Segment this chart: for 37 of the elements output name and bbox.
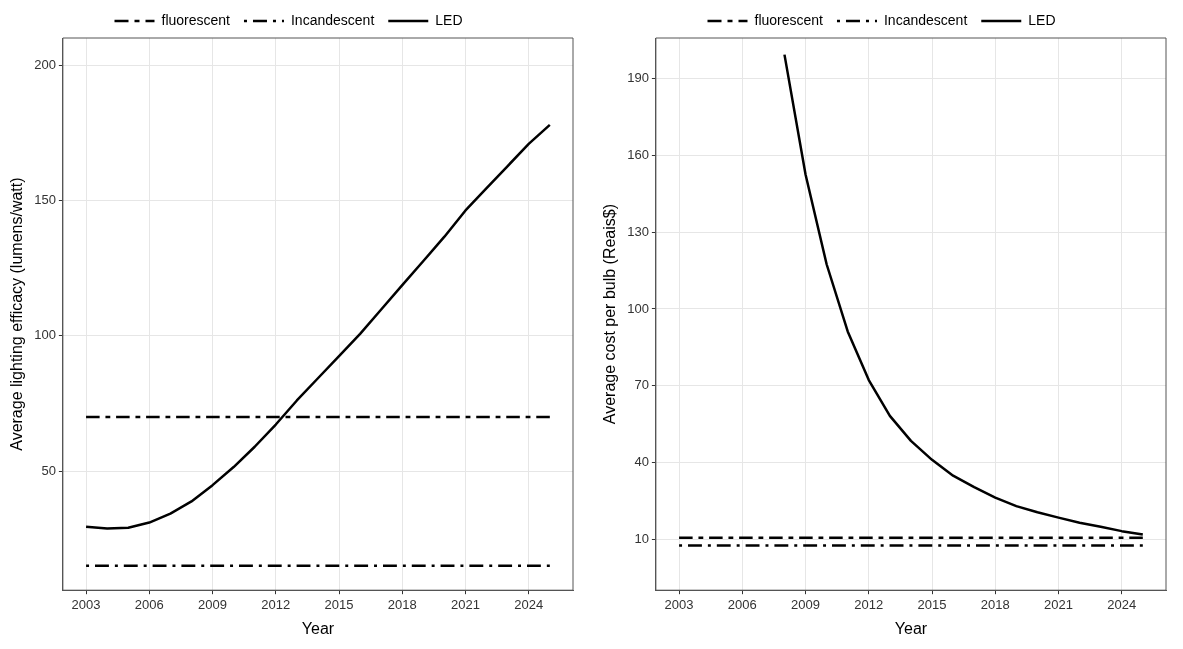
- x-tick-label: 2018: [387, 596, 417, 612]
- y-tick-label: 190: [627, 70, 649, 86]
- y-tick-label: 160: [627, 147, 649, 163]
- x-tick-label: 2009: [198, 596, 228, 612]
- legend-label: fluorescent: [754, 11, 824, 28]
- x-tick-label: 2006: [727, 596, 757, 612]
- y-tick-label: 200: [34, 56, 56, 72]
- x-tick-label: 2024: [514, 596, 544, 612]
- y-tick-label: 70: [634, 377, 649, 393]
- x-tick-label: 2021: [1044, 596, 1073, 612]
- y-tick-label: 40: [634, 453, 649, 469]
- x-tick-label: 2012: [854, 596, 884, 612]
- legend-label: Incandescent: [290, 11, 375, 28]
- x-tick-label: 2015: [324, 596, 354, 612]
- y-axis-title: Average cost per bulb (Reais$): [601, 203, 619, 425]
- x-tick-label: 2006: [134, 596, 164, 612]
- legend-label: fluorescent: [161, 11, 231, 28]
- y-tick-label: 10: [634, 530, 649, 546]
- y-tick-label: 150: [34, 191, 56, 207]
- y-tick-label: 100: [34, 327, 56, 343]
- y-tick-label: 50: [41, 462, 56, 478]
- x-tick-label: 2021: [451, 596, 480, 612]
- legend-label: Incandescent: [883, 11, 968, 28]
- x-tick-label: 2012: [261, 596, 291, 612]
- y-tick-label: 130: [627, 223, 649, 239]
- x-axis-title: Year: [301, 619, 335, 637]
- x-tick-label: 2009: [791, 596, 821, 612]
- x-tick-label: 2018: [980, 596, 1010, 612]
- x-tick-label: 2024: [1107, 596, 1137, 612]
- x-tick-label: 2015: [917, 596, 947, 612]
- x-tick-label: 2003: [71, 596, 101, 612]
- x-axis-title: Year: [894, 619, 928, 637]
- x-tick-label: 2003: [664, 596, 694, 612]
- y-tick-label: 100: [627, 300, 649, 316]
- legend-label: LED: [435, 11, 463, 28]
- legend-label: LED: [1028, 11, 1056, 28]
- y-axis-title: Average lighting efficacy (lumens/watt): [8, 177, 26, 451]
